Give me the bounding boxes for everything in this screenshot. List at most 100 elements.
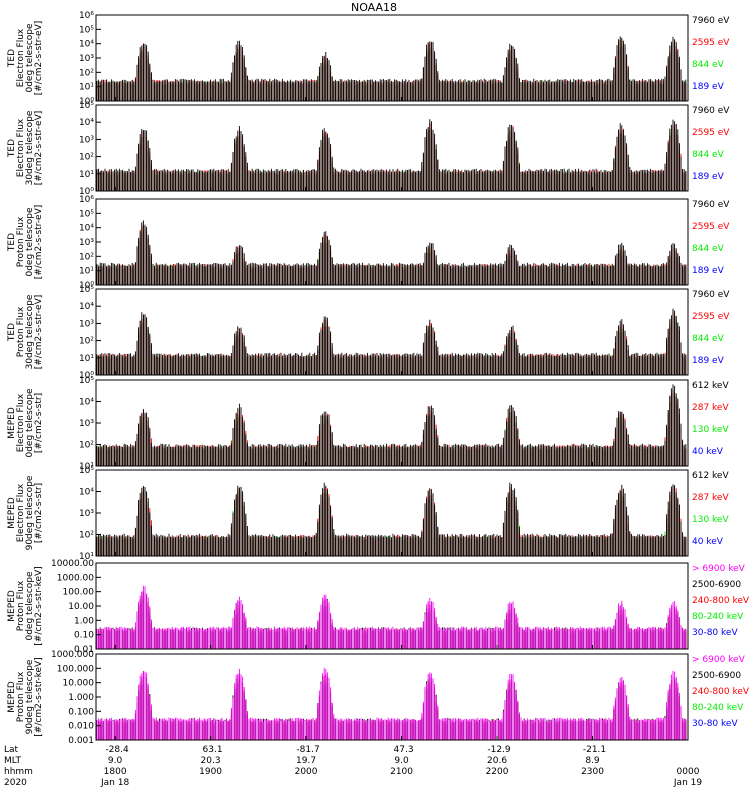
y-tick-label: 10⁵ (79, 285, 94, 295)
legend-entry: 240-800 keV (692, 596, 750, 606)
date-end: Jan 19 (673, 778, 702, 788)
y-tick-label: 10² (79, 68, 94, 78)
y-tick-label: 10⁰ (79, 281, 94, 291)
y-tick-label: 10² (79, 153, 94, 163)
lat-value: 63.1 (203, 745, 223, 755)
trace--6900-kev (96, 585, 687, 649)
hhmm-value: 0000 (677, 767, 700, 777)
legend-entry: 2500-6900 (692, 671, 741, 681)
chart-title: NOAA18 (351, 1, 397, 14)
y-tick-label: 0.10 (74, 631, 94, 641)
panel-ted-e-30: 10⁰ 10¹ 10² 10³ 10⁴ 10⁵ TEDElectron Flux30deg … (7, 101, 730, 197)
panel-frame (95, 104, 689, 192)
y-tick-label: 10.00 (68, 602, 94, 612)
legend-entry: 2595 eV (692, 312, 730, 322)
trace-612-kev (96, 482, 687, 556)
y-tick-label: 10⁰ (79, 371, 94, 381)
lat-value: 47.3 (394, 745, 414, 755)
legend-entry: 189 eV (692, 266, 725, 276)
hhmm-value: 2200 (486, 767, 509, 777)
y-tick-label: 10¹ (79, 83, 94, 93)
panel-ted-e-0: 10⁰ 10¹ 10² 10³ 10⁴ 10⁵ 10⁶ TEDElectron Flux0de… (7, 11, 730, 107)
panel-traces (96, 308, 687, 375)
y-tick-label: 0.010 (68, 722, 94, 732)
panel-meped-p-90: 0.001 0.010 0.100 1.000 10.000 100.000 1000.00… (7, 650, 750, 746)
mlt-value: 9.0 (394, 756, 409, 766)
hhmm-value: 1900 (199, 767, 222, 777)
panel-ylabel: MEPEDElectron Flux0deg telescope[#/cm2-s… (7, 388, 44, 458)
panel-traces (96, 482, 687, 556)
lat-value: -12.9 (487, 745, 511, 755)
legend-entry: 287 keV (692, 493, 729, 503)
mlt-value: 9.0 (108, 756, 123, 766)
hhmm-value: 2300 (581, 767, 604, 777)
y-tick-label: 10³ (79, 419, 94, 429)
y-tick-label: 10² (79, 252, 94, 262)
mlt-value: 20.6 (487, 756, 507, 766)
y-tick-label: 10¹ (79, 462, 94, 472)
axis-row-label: Lat (4, 745, 19, 755)
lat-value: -28.4 (105, 745, 129, 755)
panel-ylabel: TEDProton Flux0deg telescope[#/cm2-s-str… (7, 205, 44, 280)
axis-row-label: MLT (4, 756, 22, 766)
axis-row-label: hhmm (4, 767, 33, 777)
y-tick-label: 10⁵ (79, 466, 94, 476)
panel-ylabel: TEDElectron Flux30deg telescope[#/cm2-s-… (7, 110, 44, 185)
trace-7960-ev (96, 119, 687, 191)
panel-stack: 10⁰ 10¹ 10² 10³ 10⁴ 10⁵ 10⁶ TEDElectron Flux0de… (7, 11, 750, 746)
panel-meped-e-90: 10¹ 10² 10³ 10⁴ 10⁵ MEPEDElectron Flux90deg t… (7, 466, 729, 562)
panel-traces (96, 220, 687, 285)
mlt-value: 19.7 (296, 756, 316, 766)
panel-traces (96, 384, 687, 466)
panel-ylabel: MEPEDProton Flux90deg telescope[#/cm2-s-… (7, 657, 44, 736)
y-tick-label: 0.001 (68, 736, 94, 746)
panel-meped-p-0: 0.01 0.10 1.00 10.00 100.00 1000.00 10000.00 ME… (7, 559, 750, 655)
y-tick-label: 10⁴ (79, 488, 94, 498)
legend-entry: 612 keV (692, 381, 729, 391)
lat-value: -81.7 (296, 745, 319, 755)
y-tick-label: 10² (79, 337, 94, 347)
y-tick-label: 10⁴ (79, 398, 94, 408)
y-tick-label: 10³ (79, 54, 94, 64)
y-tick-label: 100.000 (57, 664, 94, 674)
y-tick-label: 10⁶ (79, 11, 94, 21)
panel-traces (96, 667, 687, 740)
date-start: Jan 18 (100, 778, 129, 788)
y-tick-label: 1000.00 (57, 573, 94, 583)
legend-entry: 844 eV (692, 60, 725, 70)
panel-ylabel: TEDProton Flux30deg telescope[#/cm2-s-st… (7, 294, 44, 369)
y-tick-label: 10³ (79, 509, 94, 519)
panel-traces (96, 585, 687, 649)
y-tick-label: 0.01 (74, 645, 94, 655)
y-tick-label: 10⁶ (79, 195, 94, 205)
panel-ylabel: MEPEDProton Flux0deg telescope[#/cm2-s-s… (7, 566, 44, 645)
trace--6900-kev (96, 667, 687, 740)
y-tick-label: 1.00 (74, 616, 94, 626)
legend-entry: 189 eV (692, 356, 725, 366)
legend-entry: 844 eV (692, 334, 725, 344)
hhmm-value: 2000 (295, 767, 318, 777)
panel-frame (95, 288, 689, 376)
y-tick-label: 0.100 (68, 707, 94, 717)
legend-entry: 80-240 keV (692, 612, 744, 622)
legend-entry: 7960 eV (692, 106, 730, 116)
legend-entry: 80-240 keV (692, 703, 744, 713)
panel-ted-p-0: 10⁰ 10¹ 10² 10³ 10⁴ 10⁵ 10⁶ TEDProton Flux0deg … (7, 195, 730, 291)
y-tick-label: 10² (79, 531, 94, 541)
y-tick-label: 10³ (79, 135, 94, 145)
legend-entry: 40 keV (692, 447, 724, 457)
legend-entry: 844 eV (692, 244, 725, 254)
y-tick-label: 10¹ (79, 267, 94, 277)
y-tick-label: 10⁵ (79, 209, 94, 219)
trace-7960-ev (96, 308, 687, 375)
axis-row-label: 2020 (4, 778, 27, 788)
legend-entry: 2595 eV (692, 222, 730, 232)
y-tick-label: 10⁰ (79, 187, 94, 197)
panel-traces (96, 36, 687, 101)
legend-entry: 287 keV (692, 403, 729, 413)
trace-7960-ev (96, 36, 687, 101)
legend-entry: 30-80 keV (692, 628, 738, 638)
hhmm-value: 1800 (104, 767, 127, 777)
legend-entry: 7960 eV (692, 290, 730, 300)
